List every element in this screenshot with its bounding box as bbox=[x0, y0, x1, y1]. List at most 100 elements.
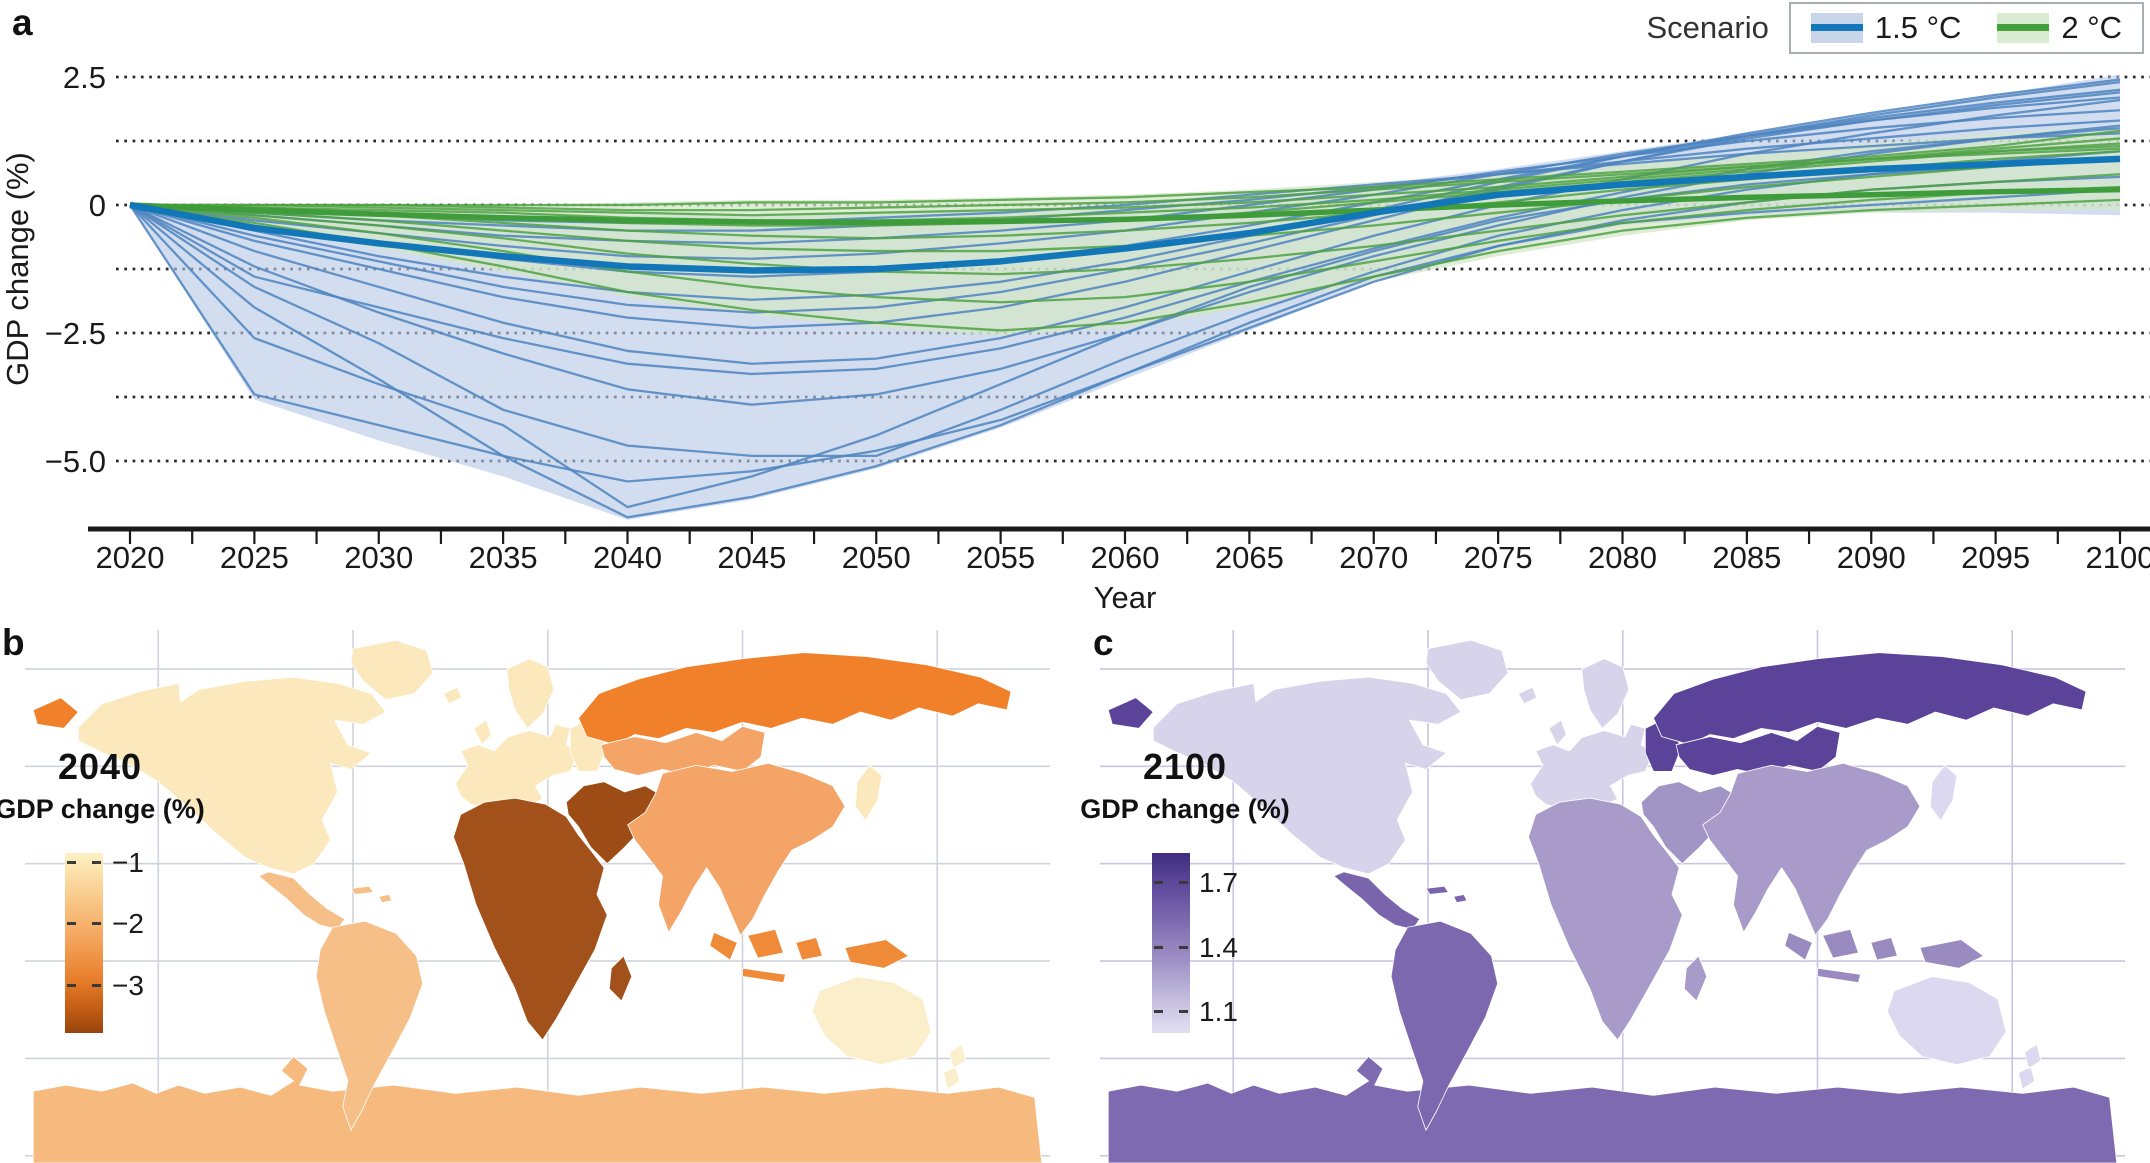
legend-entry-label: 2 °C bbox=[2061, 10, 2122, 45]
colorbar-tick-mark bbox=[1179, 945, 1188, 949]
region-north-america bbox=[1152, 676, 1462, 875]
x-tick-label: 2090 bbox=[1837, 540, 1906, 575]
region-caribbean bbox=[1425, 885, 1468, 904]
panel-b-label: b bbox=[2, 622, 25, 663]
legend-entry-2C: 2 °C bbox=[1997, 10, 2122, 46]
colorbar-tick-label: 1.1 bbox=[1199, 995, 1238, 1027]
legend-box: 1.5 °C 2 °C bbox=[1788, 2, 2144, 54]
x-tick-label: 2060 bbox=[1091, 540, 1160, 575]
y-axis-title: GDP change (%) bbox=[0, 152, 35, 386]
region-new-zealand bbox=[942, 1043, 967, 1090]
x-tick-label: 2035 bbox=[469, 540, 538, 575]
region-mexico-central-america bbox=[257, 871, 346, 930]
region-japan bbox=[854, 764, 883, 822]
colorbar-tick-mark bbox=[92, 984, 101, 988]
region-iceland bbox=[1517, 686, 1538, 705]
legend-entry-label: 1.5 °C bbox=[1874, 10, 1962, 45]
world-map-2100 bbox=[1100, 630, 2125, 1163]
colorbar-tick-mark bbox=[67, 984, 76, 988]
region-north-america bbox=[77, 676, 387, 875]
region-greenland bbox=[350, 639, 434, 701]
ensemble-line-1_5C bbox=[129, 119, 2121, 232]
x-tick-label: 2030 bbox=[344, 540, 413, 575]
x-tick-label: 2040 bbox=[593, 540, 662, 575]
x-tick-label: 2085 bbox=[1712, 540, 1781, 575]
region-indonesia-png bbox=[1784, 928, 1985, 984]
colorbar-tick-mark bbox=[67, 922, 76, 926]
ensemble-line-2C bbox=[129, 185, 2121, 304]
region-europe bbox=[1530, 723, 1655, 810]
region-china-south-asia bbox=[627, 762, 846, 937]
colorbar-tick-mark bbox=[1179, 880, 1188, 884]
region-chukotka bbox=[32, 697, 79, 729]
panel-c-map-2100: 2100 GDP change (%) c 1.7 1.4 1.1 bbox=[1075, 618, 2150, 1163]
x-axis-title: Year bbox=[1094, 580, 1157, 615]
map-c-year: 2100 bbox=[1142, 746, 1228, 787]
region-greenland bbox=[1425, 639, 1509, 701]
colorbar-tick-mark bbox=[1179, 1009, 1188, 1013]
colorbar-tick-mark bbox=[1154, 1009, 1163, 1013]
region-south-america bbox=[315, 920, 424, 1132]
region-central-asia bbox=[600, 725, 766, 776]
y-tick-label: −2.5 bbox=[45, 316, 106, 351]
colorbar-tick-label: 1.7 bbox=[1199, 866, 1238, 898]
region-indonesia-png bbox=[709, 928, 910, 984]
x-tick-label: 2065 bbox=[1215, 540, 1284, 575]
map-c-subtitle: GDP change (%) bbox=[1080, 794, 1290, 824]
region-madagascar bbox=[1683, 955, 1708, 1002]
ensemble-line-2C bbox=[129, 137, 2121, 222]
region-japan bbox=[1929, 764, 1958, 822]
region-europe bbox=[455, 723, 580, 810]
panel-c-label: c bbox=[1093, 622, 1114, 663]
y-tick-label: −5.0 bbox=[45, 444, 106, 479]
region-africa bbox=[453, 797, 608, 1041]
region-caribbean bbox=[350, 885, 393, 904]
legend-swatch-icon bbox=[1810, 13, 1863, 43]
colorbar-2040 bbox=[65, 853, 103, 1033]
region-uk bbox=[473, 719, 492, 746]
region-central-asia bbox=[1675, 725, 1841, 776]
x-tick-label: 2100 bbox=[2086, 540, 2150, 575]
region-madagascar bbox=[608, 955, 633, 1002]
colorbar-tick-mark bbox=[1154, 945, 1163, 949]
colorbar-tick-mark bbox=[67, 861, 76, 864]
colorbar-tick-label: −1 bbox=[112, 847, 144, 878]
x-tick-label: 2080 bbox=[1588, 540, 1657, 575]
panel-b-map-2040: 2040 GDP change (%) b −1 −2 −3 bbox=[0, 618, 1075, 1163]
legend-swatch-icon bbox=[1997, 13, 2050, 43]
colorbar-tick-label: −2 bbox=[112, 908, 144, 940]
panel-a-line-chart: 2020 2025 2030 2035 2040 2045 2050 2055 2060 2065… bbox=[0, 2, 2150, 615]
x-tick-label: 2075 bbox=[1464, 540, 1533, 575]
x-tick-label: 2095 bbox=[1961, 540, 2030, 575]
colorbar-tick-label: −3 bbox=[112, 970, 144, 1002]
region-scandinavia bbox=[1581, 658, 1630, 730]
ensemble-line-2C bbox=[130, 147, 2121, 212]
x-tick-label: 2070 bbox=[1339, 540, 1408, 575]
gdp-change-line-chart: 2020 2025 2030 2035 2040 2045 2050 2055 2060 2065… bbox=[0, 60, 2150, 615]
region-africa bbox=[1528, 797, 1683, 1041]
region-scandinavia bbox=[506, 658, 555, 730]
map-b-title-block: 2040 GDP change (%) bbox=[0, 746, 210, 825]
region-south-america bbox=[1390, 920, 1499, 1132]
legend-title: Scenario bbox=[1646, 10, 1769, 45]
region-china-south-asia bbox=[1702, 762, 1921, 937]
x-tick-label: 2045 bbox=[717, 540, 786, 575]
ensemble-line-2C bbox=[129, 198, 2121, 332]
ensemble-line-2C bbox=[130, 129, 2121, 207]
region-new-zealand bbox=[2017, 1043, 2042, 1090]
region-chukotka bbox=[1107, 697, 1154, 729]
region-antarctica bbox=[32, 1055, 1043, 1163]
region-mexico-central-america bbox=[1332, 871, 1421, 930]
colorbar-tick-mark bbox=[92, 922, 101, 926]
map-c-title-block: 2100 GDP change (%) bbox=[1075, 746, 1295, 825]
ensemble-line-1_5C bbox=[129, 78, 2121, 301]
region-uk bbox=[1548, 719, 1567, 746]
world-map-2040 bbox=[25, 630, 1050, 1163]
median-line-1_5C bbox=[129, 155, 2121, 274]
legend-line-icon bbox=[1810, 24, 1863, 31]
x-tick-label: 2050 bbox=[842, 540, 911, 575]
x-tick-label: 2025 bbox=[220, 540, 289, 575]
region-russia bbox=[1653, 652, 2087, 746]
colorbar-tick-mark bbox=[92, 861, 101, 864]
